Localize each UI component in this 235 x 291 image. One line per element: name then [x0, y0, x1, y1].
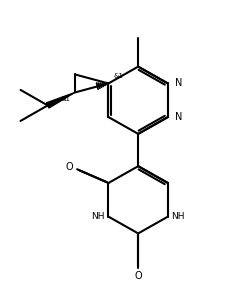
- Text: &1: &1: [61, 96, 71, 102]
- Text: NH: NH: [172, 212, 185, 221]
- Text: NH: NH: [91, 212, 105, 221]
- Text: &1: &1: [114, 73, 124, 79]
- Text: O: O: [134, 271, 142, 281]
- Text: O: O: [66, 162, 74, 173]
- Text: N: N: [175, 112, 182, 122]
- Polygon shape: [47, 93, 75, 108]
- Text: N: N: [175, 79, 182, 88]
